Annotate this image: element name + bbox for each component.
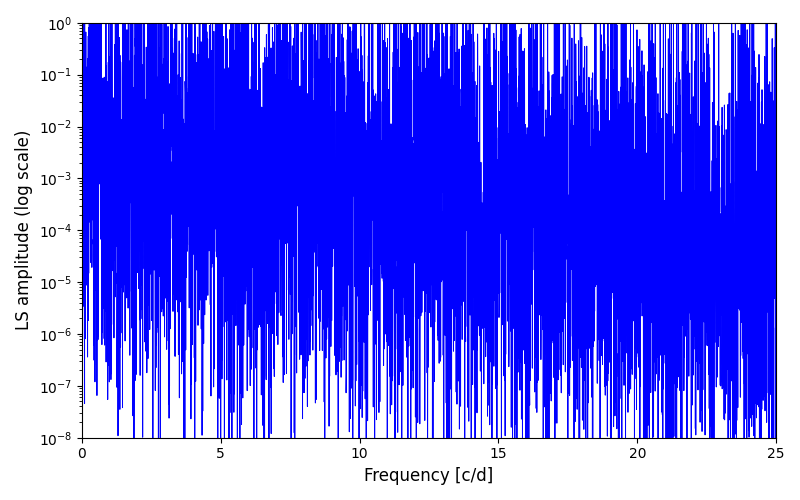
X-axis label: Frequency [c/d]: Frequency [c/d]	[364, 467, 494, 485]
Y-axis label: LS amplitude (log scale): LS amplitude (log scale)	[15, 130, 33, 330]
